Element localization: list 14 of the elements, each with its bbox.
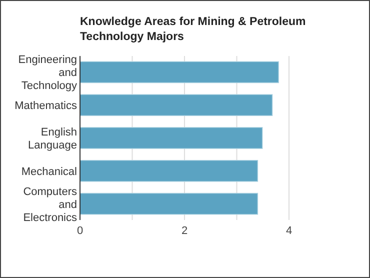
y-tick-label: Mechanical — [21, 166, 77, 178]
bar — [80, 127, 263, 149]
chart-title: Knowledge Areas for Mining & Petroleum Technology Majors — [80, 16, 306, 43]
x-tick-label: 4 — [286, 225, 292, 237]
y-tick-label: Engineering and Technology — [18, 54, 78, 92]
x-tick-label: 2 — [181, 225, 188, 237]
bar — [80, 160, 258, 182]
x-tick-label: 0 — [76, 225, 84, 237]
bar — [80, 61, 279, 84]
bar — [80, 94, 273, 116]
bar — [80, 192, 258, 215]
y-tick-label: Computers and Electronics — [23, 186, 78, 224]
y-tick-label: English Language — [28, 126, 77, 152]
y-tick-label: Mathematics — [14, 100, 78, 112]
